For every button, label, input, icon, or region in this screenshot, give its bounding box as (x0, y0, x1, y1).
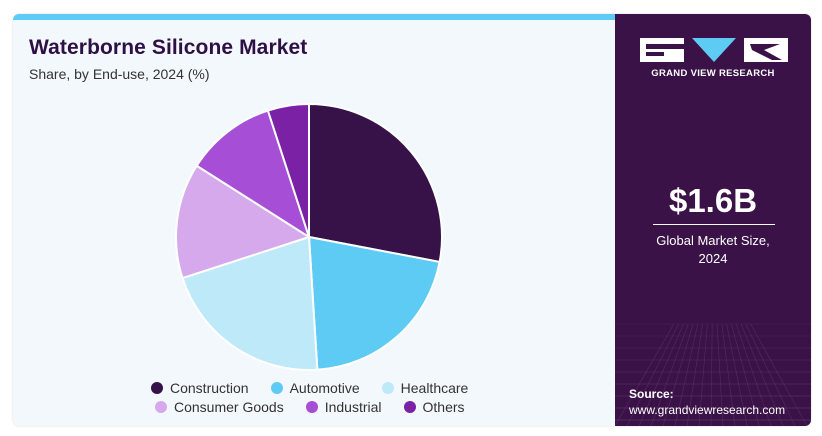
market-size-label-line1: Global Market Size, (656, 233, 770, 248)
source-label: Source: (629, 387, 674, 401)
chart-card: Waterborne Silicone Market Share, by End… (13, 14, 811, 426)
grid-line (750, 323, 808, 426)
grid-line (740, 323, 784, 426)
grid-line (716, 323, 724, 426)
legend-row-2: Consumer Goods Industrial Others (155, 399, 487, 415)
grid-line (626, 323, 679, 426)
legend-label-healthcare: Healthcare (400, 380, 469, 396)
legend-item-others: Others (403, 399, 465, 415)
grid-line (686, 323, 703, 426)
legend-swatch-industrial (305, 401, 318, 413)
market-size-label: Global Market Size, 2024 (635, 232, 791, 268)
legend-label-automotive: Automotive (289, 380, 360, 396)
chart-title: Waterborne Silicone Market (29, 36, 308, 59)
grid-line (662, 323, 694, 426)
pie-slice-automotive (307, 235, 441, 371)
source-note: Source: www.grandviewresearch.com (629, 386, 785, 418)
summary-sidebar: GRAND VIEW RESEARCH $1.6B Global Market … (615, 14, 811, 426)
market-size-label-line2: 2024 (698, 251, 728, 266)
legend-item-automotive: Automotive (270, 380, 360, 396)
grid-line (698, 323, 708, 426)
grid-line (721, 323, 736, 426)
legend-item-construction: Construction (151, 380, 249, 396)
pie-slice-industrial (195, 109, 311, 240)
pie-slice-others (266, 102, 310, 238)
legend-swatch-construction (151, 382, 163, 394)
legend-swatch-healthcare (381, 382, 394, 394)
legend-row-1: Construction Automotive Healthcare (151, 380, 490, 396)
legend-item-industrial: Industrial (305, 399, 382, 415)
chart-panel: Waterborne Silicone Market Share, by End… (13, 14, 615, 426)
decorative-grid (615, 323, 811, 426)
pie-slice-construction (308, 102, 443, 264)
grid-line (731, 323, 760, 426)
pie-slice-consumer-goods (175, 164, 312, 280)
grid-line (638, 323, 684, 426)
legend-label-consumer-goods: Consumer Goods (174, 399, 284, 415)
pie-slice-healthcare (181, 235, 319, 371)
chart-subtitle: Share, by End-use, 2024 (%) (29, 66, 210, 82)
market-size-value: $1.6B (668, 182, 758, 219)
legend-label-construction: Construction (170, 380, 249, 396)
legend-item-consumer-goods: Consumer Goods (155, 399, 284, 415)
pie-chart (175, 102, 443, 371)
grid-line (726, 323, 748, 426)
grid-line (674, 323, 699, 426)
grid-line (615, 323, 675, 426)
source-url: www.grandviewresearch.com (629, 403, 786, 417)
legend-label-others: Others (422, 399, 465, 415)
accent-bar (13, 14, 615, 20)
grid-line (745, 323, 796, 426)
legend-swatch-others (403, 401, 416, 413)
legend-label-industrial: Industrial (324, 399, 382, 415)
legend-item-healthcare: Healthcare (381, 380, 469, 396)
grid-line (650, 323, 689, 426)
grid-line (710, 323, 713, 426)
gvr-logo-icon (640, 38, 788, 62)
brand-name: GRAND VIEW RESEARCH (651, 68, 775, 79)
stat-divider (653, 224, 775, 225)
legend-swatch-consumer-goods (155, 401, 167, 413)
legend-swatch-automotive (270, 382, 283, 394)
grid-line (735, 323, 772, 426)
